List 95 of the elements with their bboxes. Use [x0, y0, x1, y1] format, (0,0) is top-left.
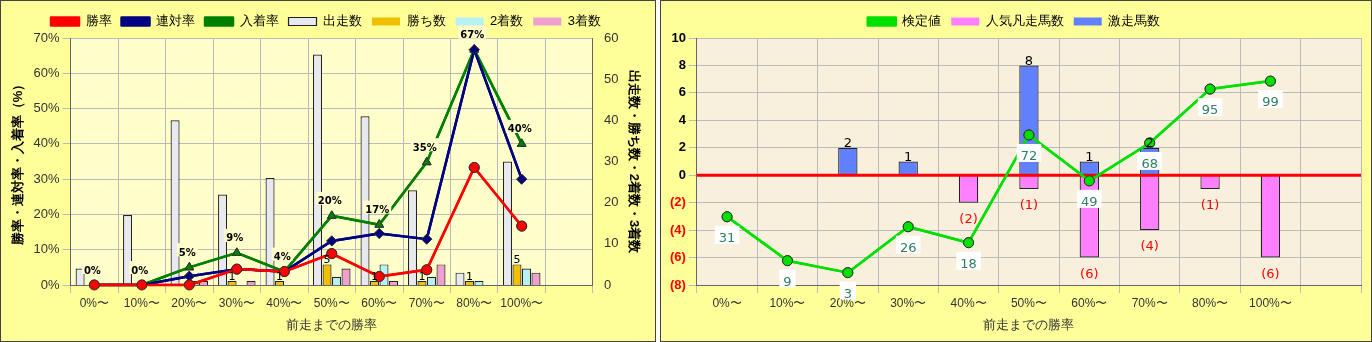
y-tick-label: (8) [670, 276, 686, 292]
y-tick-label: 2 [678, 139, 686, 155]
y-tick-label: 10% [33, 241, 61, 257]
data-label: (1) [1019, 197, 1039, 213]
x-tick-label: 20%〜 [171, 295, 208, 310]
data-label: (6) [1261, 265, 1280, 281]
y-axis-title: 勝率・連対率・入着率（%） [10, 77, 26, 247]
data-label: 5 [323, 253, 331, 267]
data-label: (2) [959, 211, 978, 227]
data-label: 99 [1262, 94, 1279, 110]
y-tick-label: 70% [33, 29, 61, 45]
data-label: 5% [178, 246, 196, 258]
x-tick-label: 10%〜 [769, 295, 806, 310]
legend-label: 3着数 [567, 13, 601, 29]
data-label: 0% [83, 264, 101, 276]
data-label: 18 [960, 256, 977, 272]
legend-label: 出走数 [323, 13, 363, 29]
legend-label: 検定値 [902, 13, 942, 29]
x-tick-label: 80%〜 [456, 295, 493, 310]
data-label: 9% [226, 232, 244, 244]
data-label: 17% [365, 204, 390, 216]
y-tick-label: 50% [33, 100, 61, 116]
x-tick-label: 80%〜 [1192, 295, 1229, 310]
y2-tick-label: 30 [603, 153, 619, 169]
y2-tick-label: 50 [603, 70, 619, 86]
x-tick-label: 10%〜 [123, 295, 160, 310]
data-label: 1 [418, 269, 426, 283]
x-tick-label: 60%〜 [361, 295, 398, 310]
data-label: 20% [317, 195, 342, 207]
x-axis-title: 前走までの勝率 [983, 316, 1075, 332]
legend-label: 勝ち数 [406, 13, 446, 29]
data-label: 68 [1141, 156, 1158, 172]
y-tick-label: 4 [678, 111, 687, 127]
y-tick-label: 20% [33, 206, 61, 222]
data-label: (4) [1140, 238, 1159, 254]
data-label: 2 [1145, 135, 1154, 151]
y2-tick-label: 60 [603, 29, 619, 45]
y-tick-label: 0% [40, 276, 61, 292]
y2-axis-title: 出走数・勝ち数・2着数・3着数 [626, 69, 642, 255]
legend-label: 勝率 [85, 13, 112, 29]
y-tick-label: 0 [678, 166, 686, 182]
y2-tick-label: 20 [603, 194, 619, 210]
x-tick-label: 70%〜 [408, 295, 445, 310]
y-tick-label: 40% [33, 135, 61, 151]
x-tick-label: 60%〜 [1071, 295, 1108, 310]
legend-label: 激走馬数 [1108, 13, 1161, 29]
x-tick-label: 0%〜 [79, 295, 110, 310]
data-label: 2 [843, 135, 852, 151]
data-label: 35% [412, 141, 437, 153]
y-tick-label: 6 [678, 84, 686, 100]
x-tick-label: 30%〜 [890, 295, 927, 310]
x-tick-label: 100%〜 [1249, 295, 1292, 310]
data-label: 40% [507, 123, 532, 135]
data-label: 0% [131, 264, 149, 276]
y-tick-label: (6) [670, 249, 686, 265]
data-label: 49 [1081, 194, 1098, 210]
data-label: 26 [899, 240, 917, 256]
legend-label: 連対率 [156, 13, 196, 29]
x-tick-label: 40%〜 [950, 295, 987, 310]
data-label: 4% [273, 251, 291, 263]
data-label: 67% [460, 29, 485, 41]
y-tick-label: (2) [670, 194, 686, 210]
data-label: 8 [1024, 52, 1034, 68]
data-label: 1 [1085, 148, 1094, 164]
x-tick-label: 40%〜 [266, 295, 303, 310]
x-tick-label: 50%〜 [313, 295, 350, 310]
data-label: 1 [371, 269, 379, 283]
legend-label: 人気凡走馬数 [985, 13, 1064, 29]
y-tick-label: 60% [33, 64, 61, 80]
y-tick-label: 8 [678, 57, 686, 73]
x-axis-title: 前走までの勝率 [286, 316, 378, 332]
x-tick-label: 70%〜 [1131, 295, 1168, 310]
data-label: 95 [1201, 102, 1219, 118]
y2-tick-label: 0 [603, 276, 612, 292]
data-label: 31 [718, 230, 736, 246]
y-tick-label: 10 [671, 29, 686, 45]
x-tick-label: 30%〜 [218, 295, 255, 310]
x-tick-label: 50%〜 [1010, 295, 1047, 310]
legend-label: 2着数 [490, 13, 524, 29]
data-label: (6) [1080, 265, 1099, 281]
x-tick-label: 0%〜 [712, 295, 742, 310]
legend-label: 入着率 [239, 13, 279, 29]
data-label: 72 [1020, 148, 1038, 164]
data-label: 1 [465, 269, 473, 283]
data-label: 5 [513, 253, 521, 267]
y2-tick-label: 40 [603, 111, 619, 127]
data-label: 1 [276, 269, 284, 283]
data-label: 1 [228, 269, 236, 283]
data-label: 9 [783, 274, 792, 290]
y2-tick-label: 10 [603, 235, 619, 251]
data-label: 1 [904, 148, 913, 164]
data-label: (1) [1200, 197, 1220, 213]
y-tick-label: (4) [670, 221, 686, 237]
y-tick-label: 30% [33, 170, 61, 186]
x-tick-label: 100%〜 [500, 295, 544, 310]
